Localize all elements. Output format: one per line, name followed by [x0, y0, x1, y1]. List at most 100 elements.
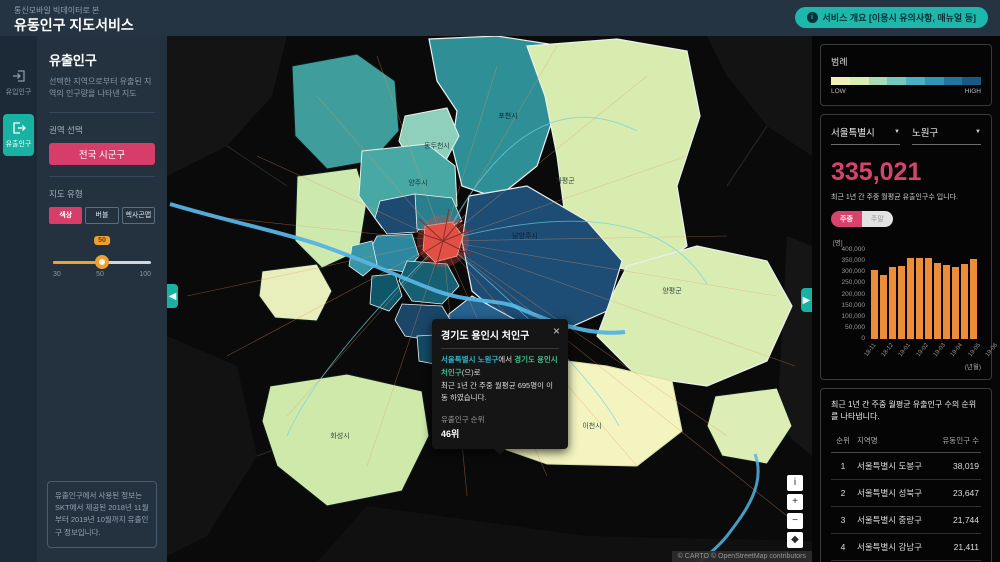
ranking-header: 순위 — [831, 430, 855, 453]
chart-y-unit-label: [명] — [833, 240, 843, 247]
chevron-down-icon: ▼ — [894, 129, 900, 135]
popup-detail: 최근 1년 간 주중 월평균 695명이 이동 하였습니다. — [441, 380, 553, 403]
slider-handle[interactable] — [95, 254, 109, 269]
sidebar-item-유입인구[interactable]: 유입인구 — [0, 62, 37, 104]
legend-minmax: LOW HIGH — [831, 88, 981, 95]
table-row[interactable]: 3 서울특별시 중랑구 21,744 — [831, 506, 981, 534]
popup-rank-value: 46위 — [441, 429, 460, 439]
map-popup: 경기도 용인시 처인구 × 서울특별시 노원구에서 경기도 용인시 처인구(으)… — [432, 319, 568, 455]
region-select-button[interactable]: 전국 시군구 — [49, 142, 155, 165]
sido-select[interactable]: 서울특별시 ▼ — [831, 125, 900, 145]
table-row[interactable]: 4 서울특별시 강남구 21,411 — [831, 533, 981, 561]
popup-rank-label: 유출인구 순위 — [441, 415, 485, 424]
collapse-right-panel-chevron[interactable]: ▶ — [801, 288, 812, 312]
info-icon[interactable]: i — [787, 475, 803, 491]
app-subtitle: 통신모바일 빅데이터로 본 — [14, 6, 100, 15]
legend-swatch — [924, 77, 944, 85]
zoom-in-icon[interactable]: + — [787, 494, 803, 510]
popup-suffix: (으)로 — [461, 367, 481, 377]
stats-box: 서울특별시 ▼ 노원구 ▼ 335,021 최근 1년 간 주중 월평균 유출인… — [820, 114, 999, 380]
right-panel: 범례 LOW HIGH 서울특별시 ▼ 노원구 ▼ 335,021 최근 1년 … — [812, 36, 1000, 562]
slider-labels: 30 50 100 — [53, 271, 151, 278]
legend-low-label: LOW — [831, 88, 846, 95]
slider-tick-label: 50 — [96, 270, 104, 278]
service-overview-label: 서비스 개요 [이용시 유의사항, 매뉴얼 등] — [822, 13, 976, 23]
legend-box: 범례 LOW HIGH — [820, 44, 992, 106]
close-icon[interactable]: × — [552, 324, 560, 338]
rank-cell: 4 — [831, 533, 855, 561]
choropleth-map[interactable] — [167, 36, 812, 562]
legend-swatch — [906, 77, 925, 85]
ranking-table: 순위 지역명 유동인구 수 1 서울특별시 도봉구 38,019 2 서울특별시 성북구 23… — [831, 430, 981, 562]
table-row[interactable]: 1 서울특별시 도봉구 38,019 — [831, 452, 981, 480]
legend-color-scale — [831, 77, 981, 85]
region-cell: 서울특별시 중랑구 — [855, 506, 929, 534]
map-type-buttons: 색상 버블 헥사곤맵 — [49, 206, 155, 224]
outflow-icon — [12, 121, 26, 135]
table-row[interactable]: 5경기도 의정부시19,383 — [831, 560, 981, 562]
popup-body: 서울특별시 노원구에서 경기도 용인시 처인구(으)로 최근 1년 간 주중 월… — [441, 354, 559, 405]
chart-bar — [916, 258, 923, 339]
slider-tick-label: 100 — [139, 270, 151, 278]
chart-y-tick-label: 50,000 — [845, 323, 865, 331]
legend-high-label: HIGH — [964, 88, 981, 95]
outflow-total-value: 335,021 — [831, 158, 922, 186]
sidebar-item-유출인구[interactable]: 유출인구 — [3, 114, 34, 156]
toggle-주말[interactable]: 주말 — [861, 211, 893, 227]
chart-bar — [925, 258, 932, 339]
map-type-button-버블[interactable]: 버블 — [85, 206, 119, 224]
sidebar-description: 선택한 지역으로부터 유출된 지역의 인구량을 나타낸 지도 — [49, 77, 152, 99]
chart-y-tick-label: 150,000 — [841, 301, 866, 309]
chart-bar — [871, 270, 878, 339]
map-type-button-헥사곤맵[interactable]: 헥사곤맵 — [121, 206, 155, 224]
region-cell: 서울특별시 도봉구 — [855, 452, 929, 480]
toggle-주중[interactable]: 주중 — [831, 211, 862, 227]
popup-connector: 에서 — [498, 355, 515, 364]
map-controls: i + − ◆ — [787, 475, 803, 548]
popup-destination: 경기도 용인시 처인구 — [441, 355, 558, 377]
popup-origin: 서울특별시 노원구 — [441, 355, 499, 364]
monthly-outflow-chart: [명] 18-11 18-12 19-01 19-02 19-03 19-04 19-05 1… — [831, 237, 999, 371]
region-cell: 서울특별시 성북구 — [855, 479, 929, 507]
divider — [441, 348, 559, 349]
rail-item-label: 유출인구 — [5, 141, 32, 148]
zoom-out-icon[interactable]: − — [787, 513, 803, 529]
slider-value-tooltip: 50 — [94, 235, 110, 245]
value-cell: 21,744 — [929, 506, 981, 534]
region-cell: 서울특별시 강남구 — [855, 533, 929, 561]
data-source-note: 유출인구에서 사용된 정보는 SKT에서 제공된 2018년 11월부터 201… — [47, 480, 157, 548]
sidebar: 유출인구 선택한 지역으로부터 유출된 지역의 인구량을 나타낸 지도 권역 선… — [37, 36, 167, 562]
ranking-box: 최근 1년 간 주중 월평균 유출인구 수의 순위를 나타냅니다. 순위 지역명 유… — [820, 388, 992, 562]
value-cell: 19,383 — [929, 560, 981, 562]
legend-swatch — [943, 77, 963, 85]
chart-x-unit-label: (년월) — [964, 364, 981, 371]
service-overview-button[interactable]: i 서비스 개요 [이용시 유의사항, 매뉴얼 등] — [794, 7, 988, 28]
legend-title: 범례 — [831, 57, 848, 67]
value-cell: 23,647 — [929, 479, 981, 507]
chart-bars — [871, 250, 977, 339]
collapse-left-panel-chevron[interactable]: ◀ — [167, 284, 178, 308]
sigungu-select[interactable]: 노원구 ▼ — [912, 125, 981, 145]
compass-icon[interactable]: ◆ — [787, 532, 803, 548]
legend-swatch — [849, 77, 869, 85]
app-header: 통신모바일 빅데이터로 본 유동인구 지도서비스 i 서비스 개요 [이용시 유… — [0, 0, 1000, 36]
chart-bar — [970, 258, 977, 339]
chart-y-tick-label: 400,000 — [841, 246, 866, 253]
chart-bar — [889, 266, 896, 339]
outflow-caption: 최근 1년 간 주중 월평균 유출인구수 입니다. — [831, 194, 958, 201]
sido-select-value: 서울특별시 — [831, 128, 875, 139]
chart-y-tick-label: 0 — [861, 335, 865, 342]
chart-bar — [952, 267, 959, 339]
chart-bar — [898, 266, 905, 339]
legend-swatch — [887, 77, 906, 85]
value-cell: 21,411 — [929, 533, 981, 561]
map-type-button-색상[interactable]: 색상 — [49, 206, 83, 224]
chart-bar — [934, 262, 941, 339]
opacity-slider: 50 30 50 100 — [53, 235, 151, 284]
legend-swatch — [868, 77, 888, 85]
table-row[interactable]: 2 서울특별시 성북구 23,647 — [831, 479, 981, 507]
map-attribution: © CARTO © OpenStreetMap contributors — [671, 551, 812, 562]
legend-swatch — [831, 77, 850, 85]
chart-y-tick-label: 100,000 — [841, 312, 866, 320]
